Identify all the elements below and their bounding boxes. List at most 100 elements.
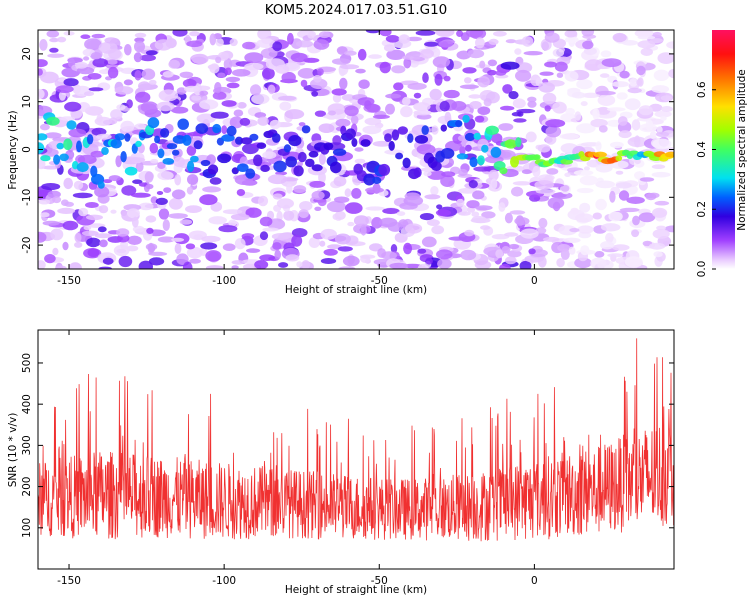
heatmap-ridge-cell <box>384 133 392 143</box>
heatmap-cell <box>651 164 666 169</box>
heatmap-ridge-cell <box>160 127 170 138</box>
heatmap-cell <box>385 35 400 43</box>
heatmap-cell <box>205 265 224 269</box>
heatmap-ridge-cell <box>240 137 253 145</box>
heatmap-cell <box>272 242 282 250</box>
snr-x-ticks: -150 -100 -50 0 <box>57 330 538 587</box>
heatmap-ridge-cell <box>56 142 65 150</box>
heatmap-cell <box>481 211 496 219</box>
colorbar: 0.0 0.2 0.4 0.6 Normalized spectral amplitu… <box>696 30 748 277</box>
heatmap-cell <box>157 236 175 243</box>
heatmap-cell <box>215 38 224 47</box>
x-tick-label: -100 <box>212 575 236 587</box>
heatmap-cell <box>417 248 427 254</box>
heatmap-cell <box>648 242 666 250</box>
heatmap-cell <box>436 249 453 260</box>
heatmap-cell <box>544 61 558 68</box>
heatmap-cell <box>170 106 189 114</box>
heatmap-cell <box>296 161 303 167</box>
heatmap-cell <box>344 105 359 117</box>
heatmap-ridge-cell <box>456 153 469 160</box>
heatmap-cell <box>63 78 79 87</box>
heatmap-cell <box>182 261 193 269</box>
heatmap-cell <box>245 207 262 218</box>
heatmap-cell <box>131 192 151 198</box>
heatmap-cell <box>660 95 673 101</box>
heatmap-cell <box>634 135 641 148</box>
heatmap-cell <box>475 37 485 49</box>
heatmap-cell <box>49 47 59 53</box>
heatmap-cell <box>440 175 455 188</box>
heatmap-cell <box>423 170 432 177</box>
heatmap-ridge-cell <box>395 152 404 160</box>
heatmap-cell <box>265 58 285 70</box>
heatmap-cell <box>156 101 175 112</box>
heatmap-cell <box>212 91 227 100</box>
heatmap-cell <box>396 211 406 217</box>
heatmap-cell <box>205 250 222 262</box>
heatmap-ridge-cell <box>59 153 69 162</box>
heatmap-cell <box>359 254 376 259</box>
heatmap-cell <box>525 131 537 143</box>
heatmap-ridge-cell <box>86 134 94 145</box>
heatmap-cell <box>157 171 174 181</box>
heatmap-ridge-cell <box>38 133 48 141</box>
heatmap-cell <box>222 243 236 251</box>
heatmap-ridge-cell <box>340 125 347 135</box>
heatmap-cell <box>221 125 228 134</box>
heatmap-cell <box>186 40 203 48</box>
heatmap-cell <box>201 235 221 243</box>
heatmap-cell <box>391 65 406 74</box>
heatmap-cell <box>246 248 261 253</box>
heatmap-ridge-cell <box>615 155 623 162</box>
heatmap-ridge-cell <box>504 139 518 149</box>
heatmap-ridge-cell <box>301 125 311 134</box>
spectrogram-heatmap <box>38 30 674 269</box>
heatmap-cell <box>597 94 616 106</box>
heatmap-ridge-cell <box>323 142 334 151</box>
heatmap-cell <box>186 186 194 195</box>
heatmap-cell <box>493 31 507 37</box>
heatmap-cell <box>477 106 491 115</box>
heatmap-cell <box>653 69 670 82</box>
heatmap-cell <box>174 243 182 255</box>
heatmap-cell <box>185 243 196 250</box>
heatmap-cell <box>592 108 600 120</box>
heatmap-cell <box>163 187 172 194</box>
heatmap-cell <box>214 82 222 94</box>
heatmap-cell <box>113 244 130 257</box>
heatmap-cell <box>425 257 433 265</box>
heatmap-cell <box>149 79 157 86</box>
heatmap-cell <box>236 189 246 196</box>
heatmap-cell <box>108 175 121 182</box>
heatmap-cell <box>660 106 673 112</box>
heatmap-cell <box>403 242 413 255</box>
heatmap-cell <box>217 72 226 78</box>
heatmap-cell <box>98 41 118 54</box>
heatmap-cell <box>138 81 151 91</box>
heatmap-cell <box>569 228 580 233</box>
heatmap-ridge-cell <box>162 158 175 165</box>
heatmap-cell <box>74 61 88 69</box>
heatmap-cell <box>281 71 296 84</box>
heatmap-cell <box>116 228 130 237</box>
heatmap-cell <box>78 207 89 217</box>
heatmap-cell <box>528 248 536 255</box>
heatmap-cell <box>296 261 303 268</box>
heatmap-cell <box>579 175 599 186</box>
heatmap-cell <box>47 190 61 199</box>
heatmap-cell <box>168 59 180 69</box>
heatmap-ridge-cell <box>76 162 89 173</box>
heatmap-cell <box>64 201 74 207</box>
heatmap-cell <box>385 103 395 115</box>
heatmap-cell <box>501 246 510 254</box>
heatmap-cell <box>594 251 605 258</box>
heatmap-cell <box>406 36 422 42</box>
heatmap-cell <box>521 36 534 47</box>
heatmap-cell <box>327 244 342 250</box>
colorbar-tick-label: 0.6 <box>696 81 708 98</box>
heatmap-cell <box>462 67 477 74</box>
heatmap-cell <box>224 67 232 76</box>
heatmap-cell <box>62 220 79 231</box>
